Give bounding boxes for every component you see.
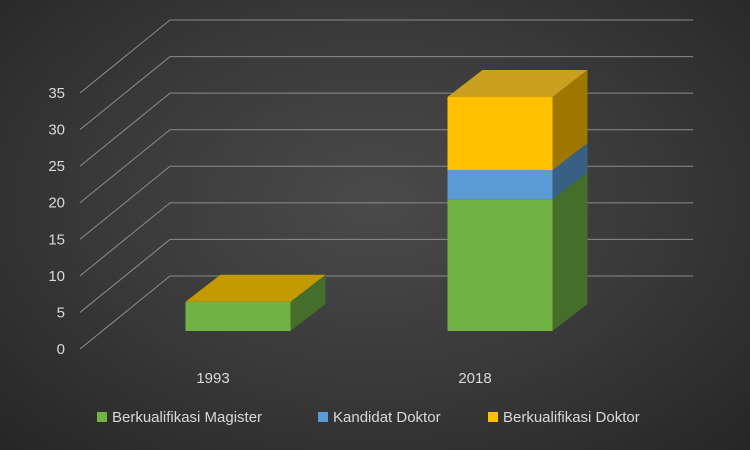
bar-segment-side [290, 274, 326, 331]
legend-swatch [488, 412, 498, 422]
bar-segment-front [447, 96, 553, 171]
y-tick-label: 10 [48, 268, 65, 285]
gridline [79, 275, 693, 350]
legend: Berkualifikasi Magister Kandidat Doktor Be… [97, 409, 640, 426]
x-axis-categories: 1993 2018 [196, 370, 491, 387]
legend-label: Berkualifikasi Magister [112, 409, 262, 426]
bar-top-face [447, 69, 588, 97]
y-tick-label: 20 [48, 195, 65, 212]
y-tick-label: 0 [57, 341, 65, 358]
y-axis-ticks: 0 5 10 15 20 25 30 35 [48, 85, 65, 358]
bar-segment-side [552, 69, 588, 171]
bar-top-face [185, 274, 326, 302]
legend-label: Berkualifikasi Doktor [503, 409, 640, 426]
x-category-label: 2018 [458, 370, 491, 387]
bar-segment-front [447, 199, 553, 331]
y-tick-label: 30 [48, 122, 65, 139]
legend-swatch [318, 412, 328, 422]
y-tick-label: 5 [57, 304, 65, 321]
gridlines [79, 19, 693, 350]
bar-segment-side [552, 172, 588, 331]
gridline [79, 19, 693, 94]
legend-swatch [97, 412, 107, 422]
y-tick-label: 35 [48, 85, 65, 102]
y-tick-label: 15 [48, 231, 65, 248]
bars [185, 69, 588, 331]
legend-label: Kandidat Doktor [333, 409, 441, 426]
bar-segment-front [447, 170, 553, 200]
x-category-label: 1993 [196, 370, 229, 387]
gridline [79, 56, 693, 130]
bar-segment-front [185, 301, 291, 331]
bar-segment-side [552, 143, 588, 200]
y-tick-label: 25 [48, 158, 65, 175]
